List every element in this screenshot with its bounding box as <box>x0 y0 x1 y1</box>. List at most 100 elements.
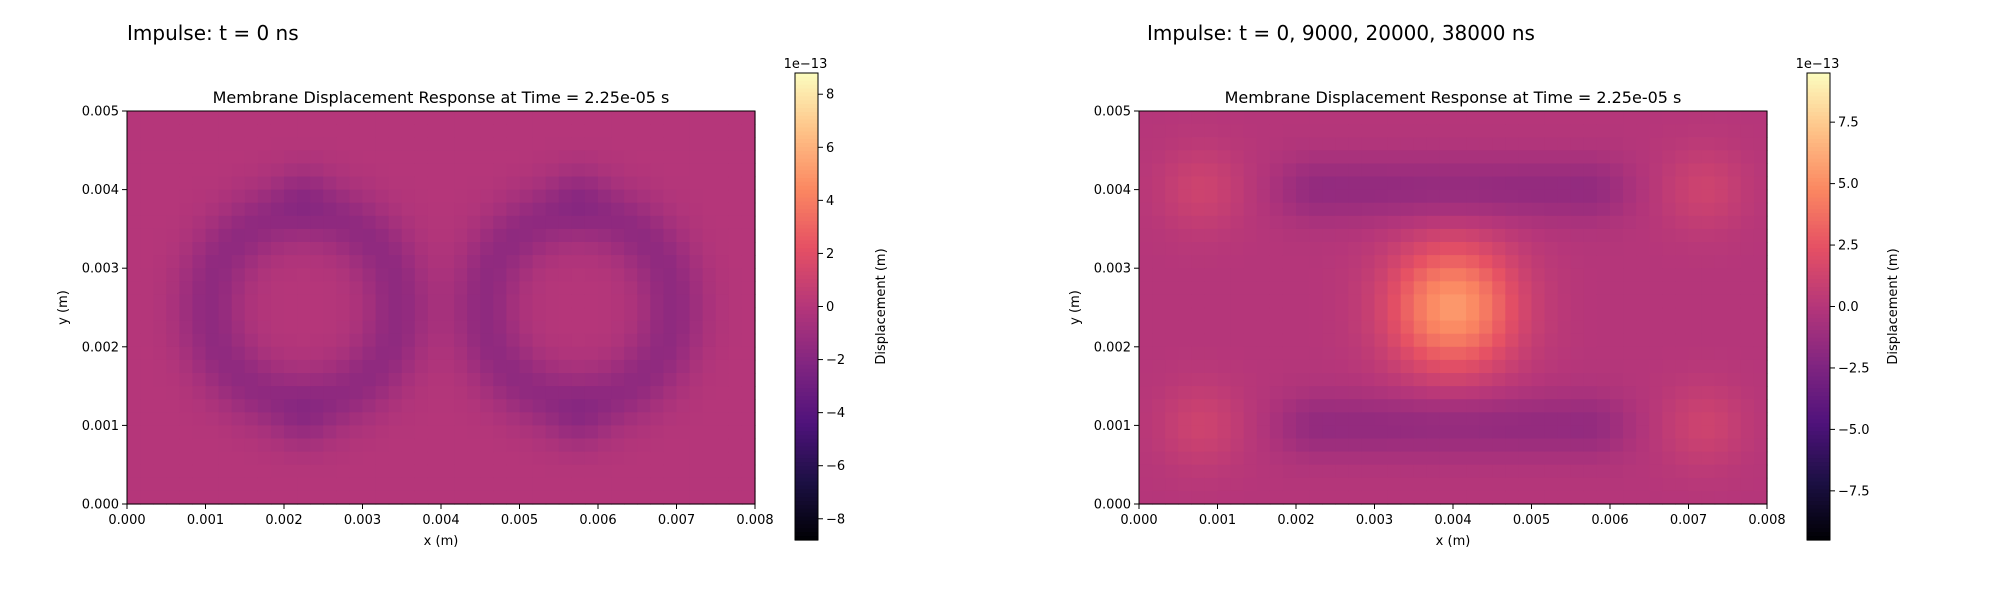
heatmap-cell <box>1740 111 1755 125</box>
heatmap-cell <box>1714 228 1729 243</box>
heatmap-cell <box>153 320 167 335</box>
heatmap-cell <box>1649 412 1663 426</box>
heatmap-cell <box>1413 202 1428 217</box>
heatmap-cell <box>1165 490 1179 505</box>
heatmap-cell <box>1243 464 1258 479</box>
heatmap-cell <box>598 477 612 492</box>
heatmap-cell <box>1583 176 1598 191</box>
heatmap-cell <box>467 386 481 400</box>
heatmap-cell <box>1374 202 1389 217</box>
heatmap-cell <box>715 189 730 204</box>
heatmap-cell <box>715 255 730 269</box>
heatmap-cell <box>427 477 442 492</box>
heatmap-cell <box>1570 215 1585 230</box>
heatmap-cell <box>1453 346 1467 361</box>
heatmap-cell <box>218 399 233 413</box>
heatmap-cell <box>689 412 704 426</box>
heatmap-cell <box>284 386 298 400</box>
heatmap-cell <box>1269 359 1284 374</box>
colorbar-swatch <box>795 224 818 230</box>
colorbar-swatch <box>1807 454 1830 459</box>
heatmap-cell <box>532 268 547 282</box>
heatmap-cell <box>1400 176 1415 191</box>
heatmap-cell <box>1309 268 1323 282</box>
heatmap-cell <box>192 294 207 309</box>
heatmap-cell <box>571 268 586 282</box>
heatmap-cell <box>1701 215 1716 230</box>
heatmap-cell <box>454 255 468 269</box>
heatmap-cell <box>1466 373 1480 387</box>
heatmap-cell <box>310 464 324 479</box>
heatmap-cell <box>284 464 298 479</box>
heatmap-cell <box>1191 228 1206 243</box>
heatmap-cell <box>284 346 298 361</box>
heatmap-cell <box>1557 176 1572 191</box>
heatmap-cell <box>1636 268 1650 282</box>
heatmap-cell <box>375 346 390 361</box>
heatmap-cell <box>624 464 638 479</box>
heatmap-cell <box>1374 307 1389 322</box>
heatmap-cell <box>1570 464 1585 479</box>
heatmap-cell <box>624 124 638 138</box>
heatmap-cell <box>467 359 481 374</box>
heatmap-cell <box>1675 333 1690 348</box>
heatmap-cell <box>1714 412 1729 426</box>
heatmap-cell <box>192 373 207 387</box>
heatmap-cell <box>689 386 704 400</box>
heatmap-cell <box>1426 490 1441 505</box>
heatmap-cell <box>1165 281 1179 295</box>
heatmap-cell <box>427 438 442 453</box>
heatmap-cell <box>558 150 573 164</box>
heatmap-cell <box>558 490 573 505</box>
heatmap-cell <box>1466 412 1480 426</box>
heatmap-cell <box>441 399 455 413</box>
heatmap-cell <box>244 373 259 387</box>
heatmap-cell <box>676 451 691 466</box>
heatmap-cell <box>1636 320 1650 335</box>
colorbar-tick-label: −7.5 <box>1838 484 1870 499</box>
heatmap-cell <box>1583 163 1598 178</box>
heatmap-cell <box>1466 111 1480 125</box>
heatmap-cell <box>427 346 442 361</box>
x-tick-label: 0.000 <box>1120 513 1157 528</box>
heatmap-cell <box>506 150 521 164</box>
heatmap-cell <box>663 150 678 164</box>
heatmap-cell <box>1610 333 1624 348</box>
heatmap-cell <box>728 242 743 256</box>
heatmap-cell <box>506 438 521 453</box>
heatmap-cell <box>1152 294 1166 309</box>
heatmap-cell <box>414 189 429 204</box>
heatmap-cell <box>741 320 756 335</box>
heatmap-cell <box>336 412 351 426</box>
heatmap-cell <box>375 386 390 400</box>
heatmap-cell <box>297 464 311 479</box>
heatmap-cell <box>1256 346 1271 361</box>
heatmap-cell <box>545 294 560 309</box>
heatmap-cell <box>493 111 508 125</box>
heatmap-cell <box>1413 359 1428 374</box>
heatmap-cell <box>1204 464 1219 479</box>
heatmap-cell <box>1413 477 1428 492</box>
heatmap-cell <box>179 228 194 243</box>
heatmap-cell <box>270 124 285 138</box>
heatmap-cell <box>1387 228 1402 243</box>
heatmap-cell <box>441 359 455 374</box>
heatmap-cell <box>1518 359 1533 374</box>
heatmap-cell <box>140 281 154 295</box>
heatmap-cell <box>441 137 455 151</box>
heatmap-cell <box>454 490 468 505</box>
heatmap-cell <box>1191 202 1206 217</box>
heatmap-cell <box>1374 477 1389 492</box>
heatmap-cell <box>297 163 311 178</box>
heatmap-cell <box>1178 137 1192 151</box>
heatmap-cell <box>1466 346 1480 361</box>
heatmap-cell <box>1282 137 1297 151</box>
heatmap-cell <box>584 346 599 361</box>
heatmap-cell <box>401 464 416 479</box>
heatmap-cell <box>1701 320 1716 335</box>
heatmap-cell <box>441 202 455 217</box>
heatmap-cell <box>257 202 272 217</box>
colorbar-swatch <box>795 283 818 288</box>
heatmap-cell <box>493 137 508 151</box>
heatmap-cell <box>545 346 560 361</box>
